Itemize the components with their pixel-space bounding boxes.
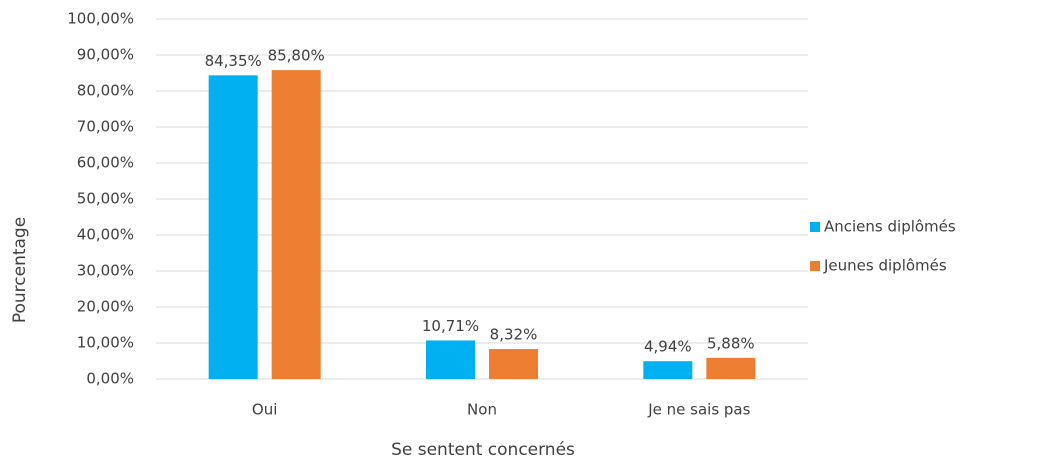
value-label: 84,35% [205, 52, 262, 70]
legend-swatch [810, 261, 820, 271]
legend-swatch [810, 222, 820, 232]
y-tick-label: 30,00% [77, 262, 134, 280]
x-tick-label: Non [467, 401, 497, 419]
y-tick-label: 90,00% [77, 46, 134, 64]
y-tick-label: 20,00% [77, 298, 134, 316]
y-tick-label: 0,00% [86, 370, 134, 388]
y-tick-label: 40,00% [77, 226, 134, 244]
x-tick-label: Je ne sais pas [647, 401, 750, 419]
x-tick-label: Oui [252, 401, 277, 419]
bar [426, 340, 475, 379]
value-label: 4,94% [644, 338, 692, 356]
legend-label: Jeunes diplômés [823, 257, 947, 275]
bar [271, 70, 321, 380]
bar [643, 361, 693, 379]
value-label: 10,71% [422, 317, 479, 335]
value-label: 85,80% [268, 47, 325, 65]
y-tick-label: 10,00% [77, 334, 134, 352]
x-axis-title: Se sentent concernés [391, 440, 575, 460]
value-label: 5,88% [707, 334, 755, 352]
bar [208, 75, 258, 379]
y-tick-label: 80,00% [77, 82, 134, 100]
bar [489, 349, 538, 379]
y-tick-label: 100,00% [67, 10, 134, 28]
y-tick-label: 70,00% [77, 118, 134, 136]
legend-label: Anciens diplômés [824, 218, 956, 236]
value-label: 8,32% [490, 326, 538, 344]
bar [706, 357, 756, 379]
y-tick-label: 60,00% [77, 154, 134, 172]
y-tick-label: 50,00% [77, 190, 134, 208]
y-axis-title: Pourcentage [10, 217, 30, 323]
